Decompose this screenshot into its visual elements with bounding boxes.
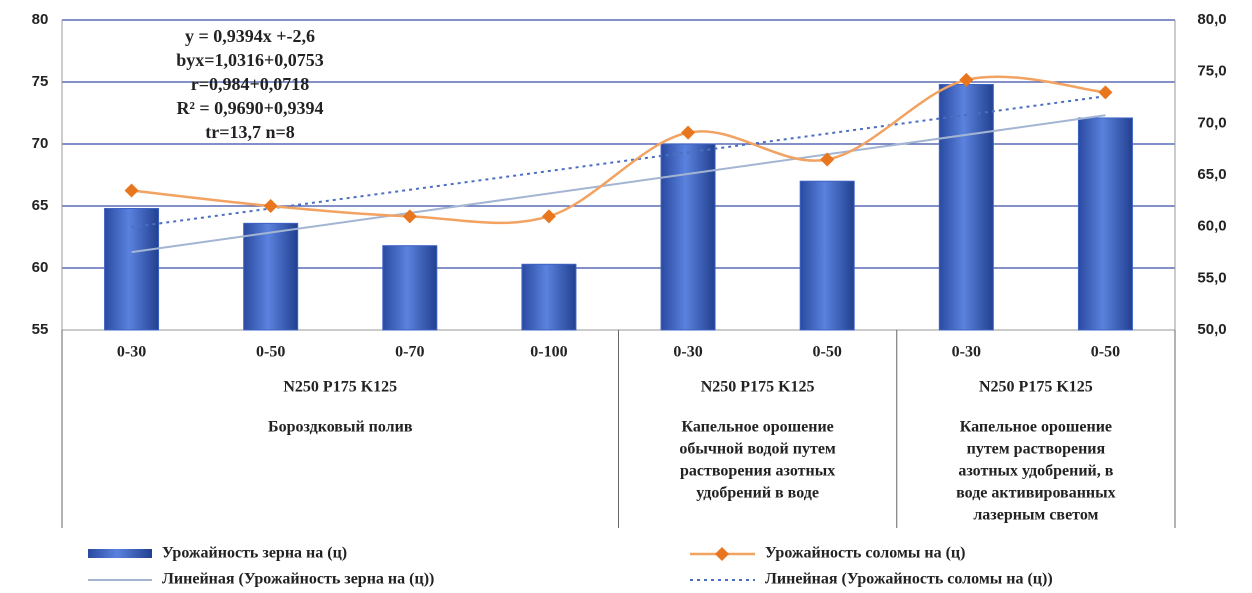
- legend-label: Урожайность зерна на (ц): [162, 545, 347, 562]
- bar: [382, 245, 438, 331]
- trend-line: [131, 114, 1106, 254]
- y-tick-label: 60: [32, 259, 49, 276]
- x-tick-label: 0-50: [1091, 344, 1120, 361]
- group-label: Бороздковый полив: [268, 419, 413, 436]
- x-tick-label: 0-100: [530, 344, 567, 361]
- y-tick-label: 65: [32, 197, 49, 214]
- group-label: N250 P175 K125: [701, 379, 815, 396]
- marker: [820, 152, 835, 167]
- x-tick-label: 0-30: [673, 344, 702, 361]
- legend-swatch: [88, 549, 152, 558]
- legend-label: Линейная (Урожайность соломы на (ц)): [765, 571, 1053, 588]
- marker: [959, 72, 974, 87]
- group-label: N250 P175 K125: [283, 379, 397, 396]
- bar: [799, 180, 855, 331]
- legend-swatch: [715, 547, 729, 561]
- bar: [938, 83, 994, 331]
- y2-tick-label: 50,0: [1197, 321, 1226, 338]
- annotation: byx=1,0316+0,0753: [176, 50, 324, 70]
- group-label: азотных удобрений, в: [958, 463, 1113, 480]
- x-tick-label: 0-50: [256, 344, 285, 361]
- x-tick-label: 0-70: [395, 344, 424, 361]
- y2-tick-label: 70,0: [1197, 114, 1226, 131]
- y-tick-label: 75: [32, 73, 49, 90]
- group-label: N250 P175 K125: [979, 379, 1093, 396]
- marker: [1098, 85, 1113, 100]
- annotation: tr=13,7 n=8: [205, 122, 295, 142]
- marker: [402, 209, 417, 224]
- annotation: y = 0,9394x +-2,6: [185, 26, 315, 46]
- marker: [263, 199, 278, 213]
- group-label: Капельное орошение: [960, 419, 1112, 436]
- y2-tick-label: 65,0: [1197, 166, 1226, 183]
- x-tick-label: 0-50: [813, 344, 842, 361]
- bar: [243, 222, 299, 331]
- y-tick-label: 70: [32, 135, 49, 152]
- x-tick-label: 0-30: [952, 344, 981, 361]
- group-label: лазерным светом: [973, 507, 1098, 524]
- bar: [1077, 117, 1133, 331]
- line: [131, 75, 1106, 225]
- marker: [541, 209, 556, 224]
- bar: [521, 263, 577, 331]
- annotation: R² = 0,9690+0,9394: [177, 98, 324, 118]
- legend-label: Урожайность соломы на (ц): [765, 545, 965, 562]
- y-tick-label: 55: [32, 321, 49, 338]
- y2-tick-label: 60,0: [1197, 218, 1226, 235]
- group-label: Капельное орошение: [681, 419, 833, 436]
- marker: [124, 183, 139, 198]
- marker: [681, 125, 696, 140]
- legend-label: Линейная (Урожайность зерна на (ц)): [162, 571, 434, 588]
- trend-line: [131, 95, 1106, 229]
- bar: [660, 143, 716, 331]
- group-label: обычной водой путем: [679, 441, 836, 458]
- group-label: удобрений в воде: [696, 485, 819, 502]
- group-label: растворения азотных: [680, 463, 835, 480]
- group-label: воде активированных: [956, 485, 1116, 502]
- bar: [104, 207, 160, 331]
- x-tick-label: 0-30: [117, 344, 146, 361]
- group-label: путем растворения: [967, 441, 1106, 458]
- annotation: r=0,984+0,0718: [191, 74, 310, 94]
- y2-tick-label: 80,0: [1197, 11, 1226, 28]
- y2-tick-label: 75,0: [1197, 63, 1226, 80]
- y-tick-label: 80: [32, 11, 49, 28]
- y2-tick-label: 55,0: [1197, 269, 1226, 286]
